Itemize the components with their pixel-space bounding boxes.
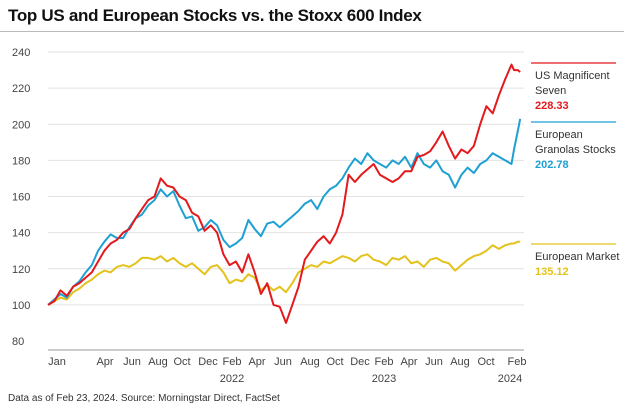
source-note: Data as of Feb 23, 2024. Source: Morning… <box>8 393 280 404</box>
y-tick-label: 200 <box>12 119 30 131</box>
series-line-2 <box>47 240 521 306</box>
x-tick-label: Jun <box>274 356 292 368</box>
y-tick-label: 240 <box>12 47 30 59</box>
legend-label: Granolas Stocks <box>535 144 616 156</box>
x-tick-label: Feb <box>375 356 394 368</box>
y-axis-ticks: 80 100 120 140 160 180 200 220 240 <box>12 47 30 348</box>
x-year-label: 2023 <box>372 373 396 385</box>
y-tick-label: 220 <box>12 83 30 95</box>
x-tick-label: Apr <box>96 356 113 368</box>
legend-label: European Market <box>535 251 619 263</box>
line-chart: 80 100 120 140 160 180 200 220 240 Jan Apr Jun Aug O… <box>12 47 619 385</box>
legend-value: 202.78 <box>535 159 569 171</box>
legend-label: European <box>535 129 583 141</box>
x-axis-year-labels: 2022 2023 2024 <box>220 373 522 385</box>
title-divider <box>0 31 624 32</box>
y-tick-label: 160 <box>12 192 30 204</box>
x-tick-label: Aug <box>450 356 470 368</box>
y-tick-label: 120 <box>12 264 30 276</box>
x-tick-label: Jun <box>425 356 443 368</box>
legend-label: US Magnificent <box>535 70 610 82</box>
x-tick-label: Dec <box>350 356 370 368</box>
x-tick-label: Apr <box>248 356 265 368</box>
legend-value: 228.33 <box>535 100 569 112</box>
x-year-label: 2022 <box>220 373 244 385</box>
y-tick-label: 100 <box>12 300 30 312</box>
x-tick-label: Oct <box>326 356 343 368</box>
x-tick-label: Aug <box>300 356 320 368</box>
x-axis-ticks: Jan Apr Jun Aug Oct Dec Feb Apr Jun Aug Oct Dec Feb A… <box>48 356 526 368</box>
chart-legend: US Magnificent Seven 228.33 European Granola… <box>531 62 619 278</box>
x-tick-label: Feb <box>508 356 527 368</box>
y-tick-label: 140 <box>12 228 30 240</box>
legend-label: Seven <box>535 85 566 97</box>
x-tick-label: Oct <box>173 356 190 368</box>
x-tick-label: Aug <box>148 356 168 368</box>
x-year-label: 2024 <box>498 373 522 385</box>
series-line-0 <box>47 63 521 324</box>
legend-value: 135.12 <box>535 266 569 278</box>
y-tick-label: 80 <box>12 336 24 348</box>
x-tick-label: Jan <box>48 356 66 368</box>
x-tick-label: Apr <box>400 356 417 368</box>
y-tick-label: 180 <box>12 155 30 167</box>
series-lines <box>47 63 522 324</box>
chart-title: Top US and European Stocks vs. the Stoxx… <box>8 6 422 25</box>
x-tick-label: Feb <box>223 356 242 368</box>
x-tick-label: Jun <box>123 356 141 368</box>
x-tick-label: Oct <box>477 356 494 368</box>
x-tick-label: Dec <box>198 356 218 368</box>
